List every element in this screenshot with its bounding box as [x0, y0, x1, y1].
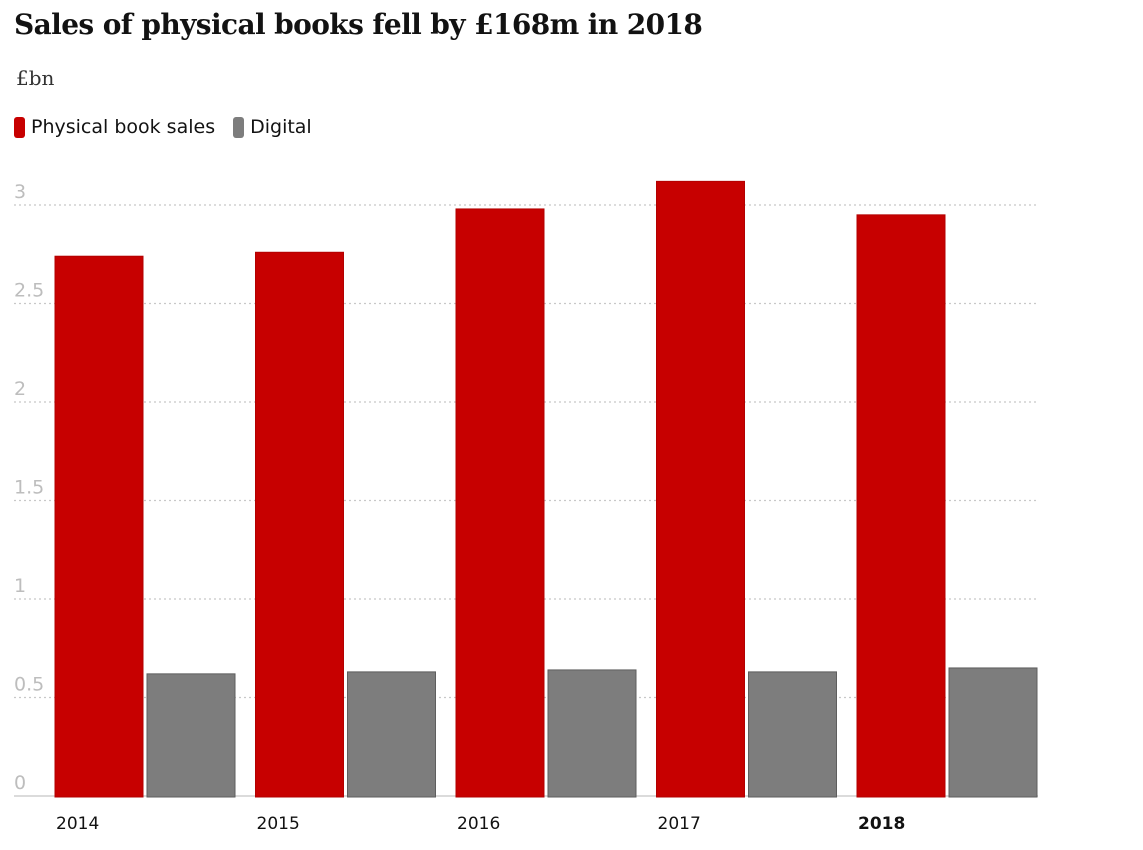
bar-physical-2018 — [856, 214, 946, 798]
y-tick-label: 0.5 — [14, 674, 44, 696]
legend-item-digital: Digital — [233, 116, 312, 138]
legend-swatch-physical — [14, 116, 25, 138]
x-tick-label-2017: 2017 — [658, 814, 701, 834]
unit-label: £bn — [16, 66, 55, 90]
legend-swatch-digital — [233, 116, 245, 138]
y-tick-label: 1 — [14, 575, 26, 597]
legend-item-physical: Physical book sales — [14, 116, 215, 138]
bar-physical-2014 — [54, 255, 144, 798]
x-tick-label-2014: 2014 — [56, 814, 99, 834]
y-tick-label: 2 — [14, 378, 26, 400]
bar-digital-2017 — [748, 671, 837, 798]
legend-label-digital: Digital — [250, 116, 312, 138]
bar-digital-2018 — [948, 667, 1038, 798]
legend: Physical book sales Digital — [14, 116, 330, 138]
y-tick-label: 3 — [14, 181, 26, 203]
legend-label-physical: Physical book sales — [31, 116, 216, 138]
chart-title: Sales of physical books fell by £168m in… — [14, 8, 703, 41]
bar-physical-2017 — [656, 180, 745, 798]
y-tick-label: 0 — [14, 772, 26, 794]
bar-digital-2016 — [547, 669, 637, 798]
x-tick-label-2018: 2018 — [858, 814, 905, 834]
bar-digital-2014 — [146, 673, 236, 798]
bar-physical-2015 — [255, 251, 344, 798]
x-tick-label-2016: 2016 — [457, 814, 500, 834]
bar-digital-2015 — [347, 671, 436, 798]
y-tick-label: 1.5 — [14, 477, 44, 499]
y-tick-label: 2.5 — [14, 280, 44, 302]
bar-physical-2016 — [455, 208, 545, 798]
x-tick-label-2015: 2015 — [257, 814, 300, 834]
